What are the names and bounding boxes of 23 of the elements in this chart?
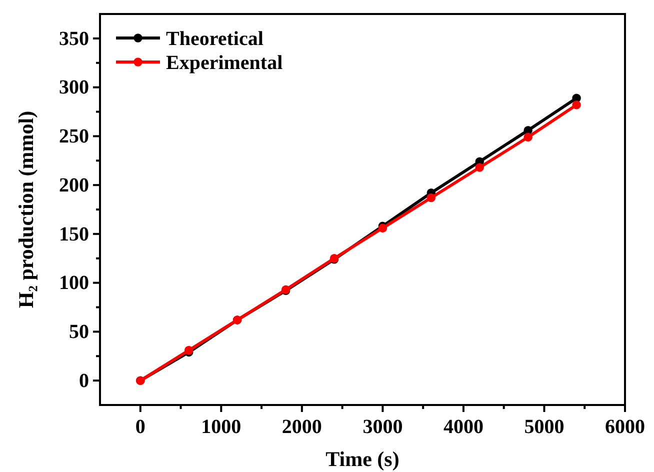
y-tick-label: 100 bbox=[59, 272, 89, 294]
point bbox=[475, 163, 484, 172]
x-tick-label: 4000 bbox=[443, 416, 484, 438]
x-tick-label: 5000 bbox=[524, 416, 564, 438]
y-axis-title: H₂ production (mmol) bbox=[14, 110, 38, 308]
x-tick-label: 6000 bbox=[605, 416, 645, 438]
y-tick-label: 50 bbox=[69, 321, 89, 344]
point bbox=[426, 193, 436, 202]
point bbox=[572, 100, 581, 110]
legend-label: Experimental bbox=[166, 52, 284, 74]
y-tick-label: 200 bbox=[59, 174, 89, 196]
y-tick-label: 0 bbox=[79, 370, 89, 392]
x-tick-label: 2000 bbox=[282, 416, 322, 438]
x-tick-label: 1000 bbox=[201, 416, 242, 438]
y-tick-label: 250 bbox=[59, 126, 89, 148]
x-tick-label: 0 bbox=[135, 416, 146, 438]
x-axis-title: Time (s) bbox=[326, 447, 400, 471]
point bbox=[524, 132, 532, 142]
legend-label: Theoretical bbox=[166, 28, 264, 50]
y-tick-label: 300 bbox=[59, 76, 89, 99]
y-tick-label: 150 bbox=[59, 223, 89, 246]
y-tick-label: 350 bbox=[59, 28, 89, 50]
x-tick-label: 3000 bbox=[362, 416, 403, 438]
